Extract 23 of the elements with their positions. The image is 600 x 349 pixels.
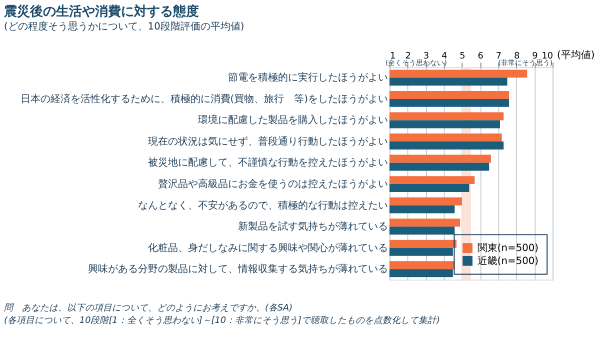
legend-label: 近畿(n=500) (477, 254, 539, 267)
y-tick-label: 化粧品、身だしなみに関する興味や関心が薄れている (148, 242, 388, 254)
text: 震災後の生活や消費に対する態度 (2, 4, 199, 20)
y-tick-label: 現在の状況は気にせず、普段通り行動したほうがよい (148, 135, 388, 148)
text: (各項目について、10段階[1：全くそう思わない]～[10：非常にそう思う]で聴取したものを点数化して集計) (4, 315, 440, 326)
y-tick-label: なんとなく、不安があるので、積極的な行動は控えたい (138, 199, 388, 212)
x-tick-label: 5 (460, 52, 466, 62)
x-tick-label: 6 (478, 52, 484, 62)
x-tick-label: 9 (532, 52, 538, 62)
text: (どの程度そう思うかについて、10段階評価の平均値) (4, 20, 244, 33)
y-tick-label: 贅沢品や高級品にお金を使うのは控えたほうがよい (158, 178, 388, 190)
x-tick-label: 2 (405, 52, 411, 62)
y-tick-label: 被災地に配慮して、不謹慎な行動を控えたほうがよい (148, 156, 388, 169)
y-tick-label: 環境に配慮した製品を購入したほうがよい (198, 114, 388, 126)
legend-label: 関東(n=500) (477, 242, 539, 254)
y-tick-label: 日本の経済を活性化するために、積極的に消費(買物、旅行 等)をしたほうがよい (20, 92, 388, 105)
text: 問 あなたは、以下の項目について、どのようにお考えですか。(各SA) (4, 302, 293, 314)
x-tick-label: 7 (496, 52, 502, 62)
x-axis-title: (平均値) (557, 48, 595, 61)
y-tick-label: 新製品を試す気持ちが薄れている (238, 220, 388, 233)
y-tick-label: 節電を積極的に実行したほうがよい (228, 72, 388, 84)
x-tick-label: 4 (441, 52, 448, 62)
y-tick-label: 興味がある分野の製品に対して、情報収集する気持ちが薄れている (88, 263, 388, 276)
